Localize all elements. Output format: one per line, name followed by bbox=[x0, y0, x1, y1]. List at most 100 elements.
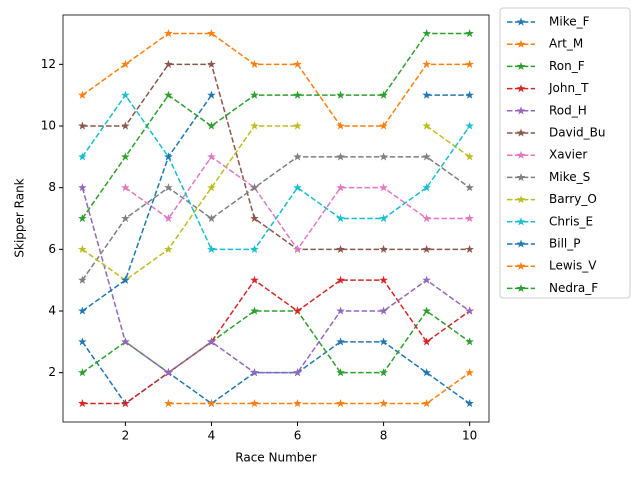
marker bbox=[465, 152, 474, 161]
marker bbox=[164, 29, 173, 38]
legend-label: Xavier bbox=[549, 148, 587, 162]
legend-marker bbox=[516, 172, 526, 182]
marker bbox=[336, 121, 345, 130]
plot-frame bbox=[62, 14, 490, 423]
marker bbox=[250, 244, 259, 253]
marker bbox=[465, 121, 474, 130]
legend-marker bbox=[516, 261, 526, 270]
marker bbox=[78, 399, 87, 408]
marker bbox=[293, 90, 302, 99]
marker bbox=[293, 306, 302, 315]
y-axis-label: Skipper Rank bbox=[13, 178, 27, 257]
marker bbox=[207, 214, 216, 223]
y-tick-label: 10 bbox=[41, 119, 56, 133]
marker bbox=[78, 337, 87, 346]
x-tick-label: 2 bbox=[122, 429, 130, 443]
marker bbox=[78, 214, 87, 223]
marker bbox=[164, 59, 173, 68]
marker bbox=[465, 59, 474, 68]
marker bbox=[78, 306, 87, 315]
y-tick-label: 8 bbox=[48, 180, 56, 194]
marker bbox=[379, 368, 388, 377]
legend-label: Barry_O bbox=[549, 192, 597, 206]
marker bbox=[164, 368, 173, 377]
marker bbox=[422, 306, 431, 315]
legend-label: Nedra_F bbox=[549, 281, 598, 295]
marker bbox=[379, 214, 388, 223]
marker bbox=[379, 244, 388, 253]
legend-marker bbox=[516, 239, 526, 248]
marker bbox=[293, 399, 302, 408]
marker bbox=[422, 183, 431, 192]
marker bbox=[207, 90, 216, 99]
marker bbox=[250, 214, 259, 223]
marker bbox=[336, 152, 345, 161]
marker bbox=[379, 399, 388, 408]
legend-label: Ron_F bbox=[549, 59, 585, 73]
series-line bbox=[81, 187, 471, 374]
legend-label: Mike_F bbox=[549, 15, 590, 29]
series-line bbox=[124, 155, 470, 251]
marker bbox=[78, 183, 87, 192]
marker bbox=[121, 121, 130, 130]
marker bbox=[465, 214, 474, 223]
marker bbox=[207, 59, 216, 68]
marker bbox=[78, 244, 87, 253]
legend-marker bbox=[516, 17, 526, 26]
marker bbox=[250, 306, 259, 315]
marker bbox=[78, 275, 87, 284]
marker bbox=[250, 59, 259, 68]
marker bbox=[121, 152, 130, 161]
marker bbox=[379, 152, 388, 161]
x-tick-label: 10 bbox=[462, 429, 477, 443]
marker bbox=[164, 244, 173, 253]
marker bbox=[207, 183, 216, 192]
marker bbox=[207, 399, 216, 408]
marker bbox=[207, 121, 216, 130]
marker bbox=[422, 368, 431, 377]
legend-label: Art_M bbox=[549, 37, 583, 51]
marker bbox=[164, 399, 173, 408]
y-tick-label: 6 bbox=[48, 242, 56, 256]
marker bbox=[465, 368, 474, 377]
marker bbox=[164, 183, 173, 192]
series-line bbox=[82, 279, 471, 405]
marker bbox=[250, 90, 259, 99]
legend-label: Bill_P bbox=[549, 237, 580, 251]
marker bbox=[293, 121, 302, 130]
marker bbox=[336, 399, 345, 408]
series-line bbox=[82, 63, 470, 251]
marker bbox=[207, 152, 216, 161]
marker bbox=[78, 90, 87, 99]
marker bbox=[379, 337, 388, 346]
marker bbox=[293, 152, 302, 161]
marker bbox=[250, 399, 259, 408]
marker bbox=[465, 399, 474, 408]
marker bbox=[422, 244, 431, 253]
legend-marker bbox=[516, 283, 526, 293]
marker bbox=[422, 275, 431, 284]
legend-marker bbox=[516, 39, 526, 48]
marker bbox=[336, 244, 345, 253]
marker bbox=[336, 183, 345, 192]
marker bbox=[465, 90, 474, 99]
marker bbox=[422, 90, 431, 99]
marker bbox=[422, 121, 431, 130]
marker bbox=[379, 275, 388, 284]
series-line bbox=[81, 32, 470, 127]
marker bbox=[293, 59, 302, 68]
legend-label: Mike_S bbox=[549, 170, 590, 184]
series-line bbox=[168, 372, 471, 405]
marker bbox=[207, 244, 216, 253]
x-axis-label: Race Number bbox=[235, 451, 316, 465]
marker bbox=[121, 337, 130, 346]
marker bbox=[336, 368, 345, 377]
marker bbox=[121, 214, 130, 223]
marker bbox=[250, 368, 259, 377]
marker bbox=[422, 152, 431, 161]
legend-marker bbox=[516, 84, 526, 93]
marker bbox=[293, 368, 302, 377]
marker bbox=[422, 399, 431, 408]
marker bbox=[336, 214, 345, 223]
